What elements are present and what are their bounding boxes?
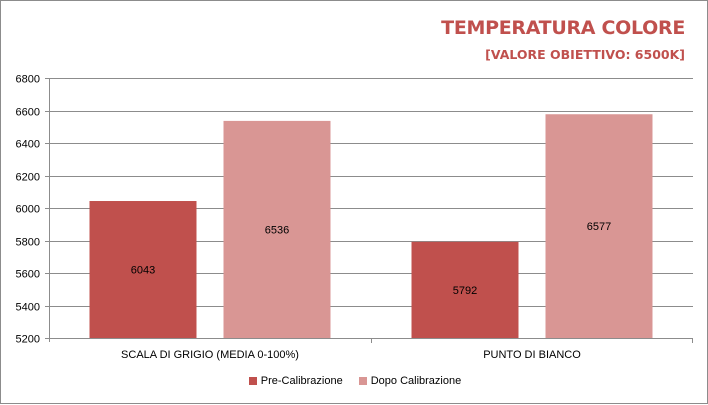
bar-pre-1	[411, 241, 519, 338]
y-tick-label: 6800	[16, 74, 40, 86]
chart-title: TEMPERATURA COLORE	[441, 17, 685, 39]
data-label: 6536	[265, 224, 289, 236]
y-tick-label: 6000	[16, 204, 40, 216]
data-label: 6577	[587, 221, 611, 233]
legend-item-post: Dopo Calibrazione	[358, 375, 462, 387]
bar-post-1	[545, 114, 653, 338]
y-tick-label: 5200	[16, 334, 40, 346]
data-label: 6043	[131, 265, 155, 277]
legend-swatch-post	[358, 377, 367, 385]
bar-pre-0	[89, 201, 197, 338]
x-category-label: SCALA DI GRIGIO (MEDIA 0-100%)	[121, 349, 299, 361]
bar-post-0	[223, 120, 331, 339]
legend: Pre-Calibrazione Dopo Calibrazione	[1, 375, 708, 387]
y-tick-label: 5800	[16, 237, 40, 249]
legend-item-pre: Pre-Calibrazione	[248, 375, 343, 387]
y-tick-label: 5400	[16, 302, 40, 314]
y-tick-label: 6200	[16, 172, 40, 184]
y-tick-label: 6400	[16, 139, 40, 151]
data-label: 5792	[453, 285, 477, 297]
legend-label-post: Dopo Calibrazione	[370, 375, 462, 387]
y-tick-label: 5600	[16, 269, 40, 281]
x-category-label: PUNTO DI BIANCO	[483, 349, 581, 361]
legend-label-pre: Pre-Calibrazione	[260, 375, 343, 387]
legend-swatch-pre	[248, 377, 257, 385]
y-tick-label: 6600	[16, 107, 40, 119]
chart-subtitle: [VALORE OBIETTIVO: 6500K]	[485, 47, 685, 62]
